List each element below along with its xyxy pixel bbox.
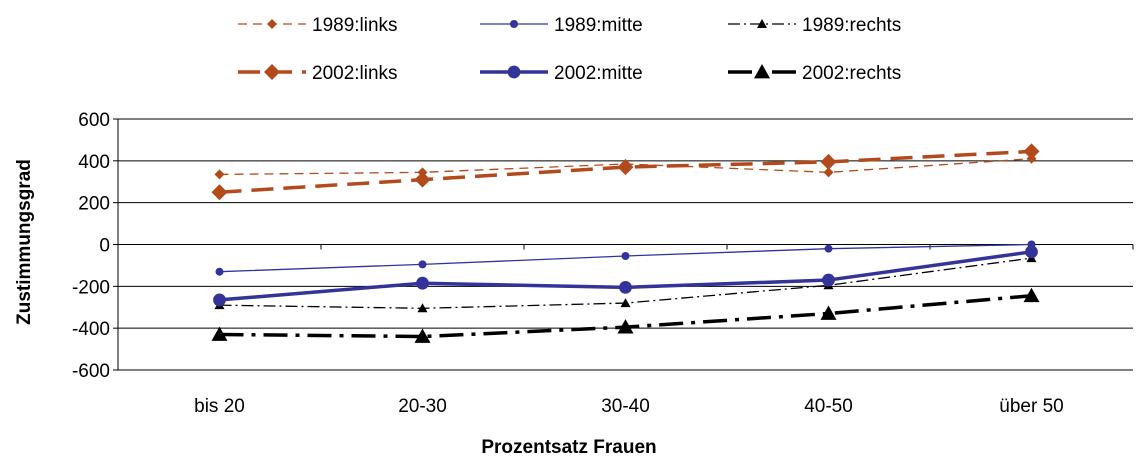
data-point: [617, 319, 634, 334]
y-tick-label: -400: [72, 319, 110, 340]
y-tick-label: 600: [78, 110, 110, 131]
data-point: [214, 169, 225, 180]
y-axis-title: Zustimmungsgrad: [14, 159, 35, 325]
data-point: [617, 159, 634, 176]
data-point: [417, 303, 428, 313]
legend-item: 2002:rechts: [728, 63, 901, 84]
legend-label: 1989:links: [312, 15, 398, 36]
data-point: [820, 305, 837, 320]
y-tick-label: 200: [78, 194, 110, 215]
series-2002-rechts: [211, 287, 1040, 343]
data-point: [213, 293, 226, 307]
x-tick-label: 30-40: [601, 396, 650, 417]
data-point: [418, 260, 427, 269]
data-point: [416, 276, 429, 290]
x-tick-label: bis 20: [194, 396, 245, 417]
series-group: [211, 143, 1040, 343]
data-point: [211, 184, 228, 201]
data-point: [823, 167, 834, 178]
legend-marker: [757, 19, 767, 28]
legend-item: 1989:rechts: [728, 15, 901, 36]
x-tick-label: 20-30: [398, 396, 447, 417]
data-point: [414, 171, 431, 188]
data-point: [215, 267, 224, 276]
data-point: [1025, 245, 1038, 259]
data-point: [822, 273, 835, 287]
y-tick-label: -200: [72, 277, 110, 298]
series-1989-mitte: [215, 240, 1036, 276]
data-point: [1023, 287, 1040, 303]
legend-item: 1989:links: [238, 15, 398, 36]
series-2002-mitte: [213, 245, 1038, 307]
legend-label: 1989:rechts: [802, 15, 901, 36]
y-tick-label: 400: [78, 152, 110, 173]
data-point: [620, 298, 631, 308]
data-point: [211, 326, 228, 341]
legend-marker: [510, 20, 518, 28]
legend-label: 2002:links: [312, 63, 398, 84]
legend-item: 1989:mitte: [480, 15, 643, 36]
axes: [113, 118, 1134, 371]
legend-label: 1989:mitte: [554, 15, 643, 36]
series-2002-links: [211, 143, 1040, 201]
data-point: [824, 244, 833, 253]
data-point: [1023, 143, 1040, 160]
legend-marker: [507, 65, 521, 79]
y-tick-label: 0: [99, 236, 110, 257]
x-tick-label: über 50: [999, 396, 1063, 417]
data-point: [820, 153, 837, 170]
legend-label: 2002:rechts: [802, 63, 901, 84]
x-axis-title: Prozentsatz Frauen: [481, 437, 656, 458]
data-point: [621, 252, 630, 261]
y-tick-label: -600: [72, 361, 110, 382]
y-tick-labels: 600 400 200 0 -200 -400 -600: [72, 110, 110, 382]
legend-item: 2002:mitte: [480, 63, 643, 84]
legend-marker: [754, 64, 770, 79]
legend-marker: [264, 64, 280, 80]
legend-marker: [267, 19, 277, 29]
series-line: [219, 149, 1032, 194]
legend-item: 2002:links: [238, 63, 398, 84]
x-tick-labels: bis 20 20-30 30-40 40-50 über 50: [194, 396, 1064, 417]
data-point: [619, 280, 632, 294]
legend-label: 2002:mitte: [554, 63, 643, 84]
x-tick-label: 40-50: [804, 396, 853, 417]
data-point: [414, 328, 431, 343]
legend: 1989:links 1989:mitte 1989:rechts 2002:link…: [238, 15, 901, 84]
